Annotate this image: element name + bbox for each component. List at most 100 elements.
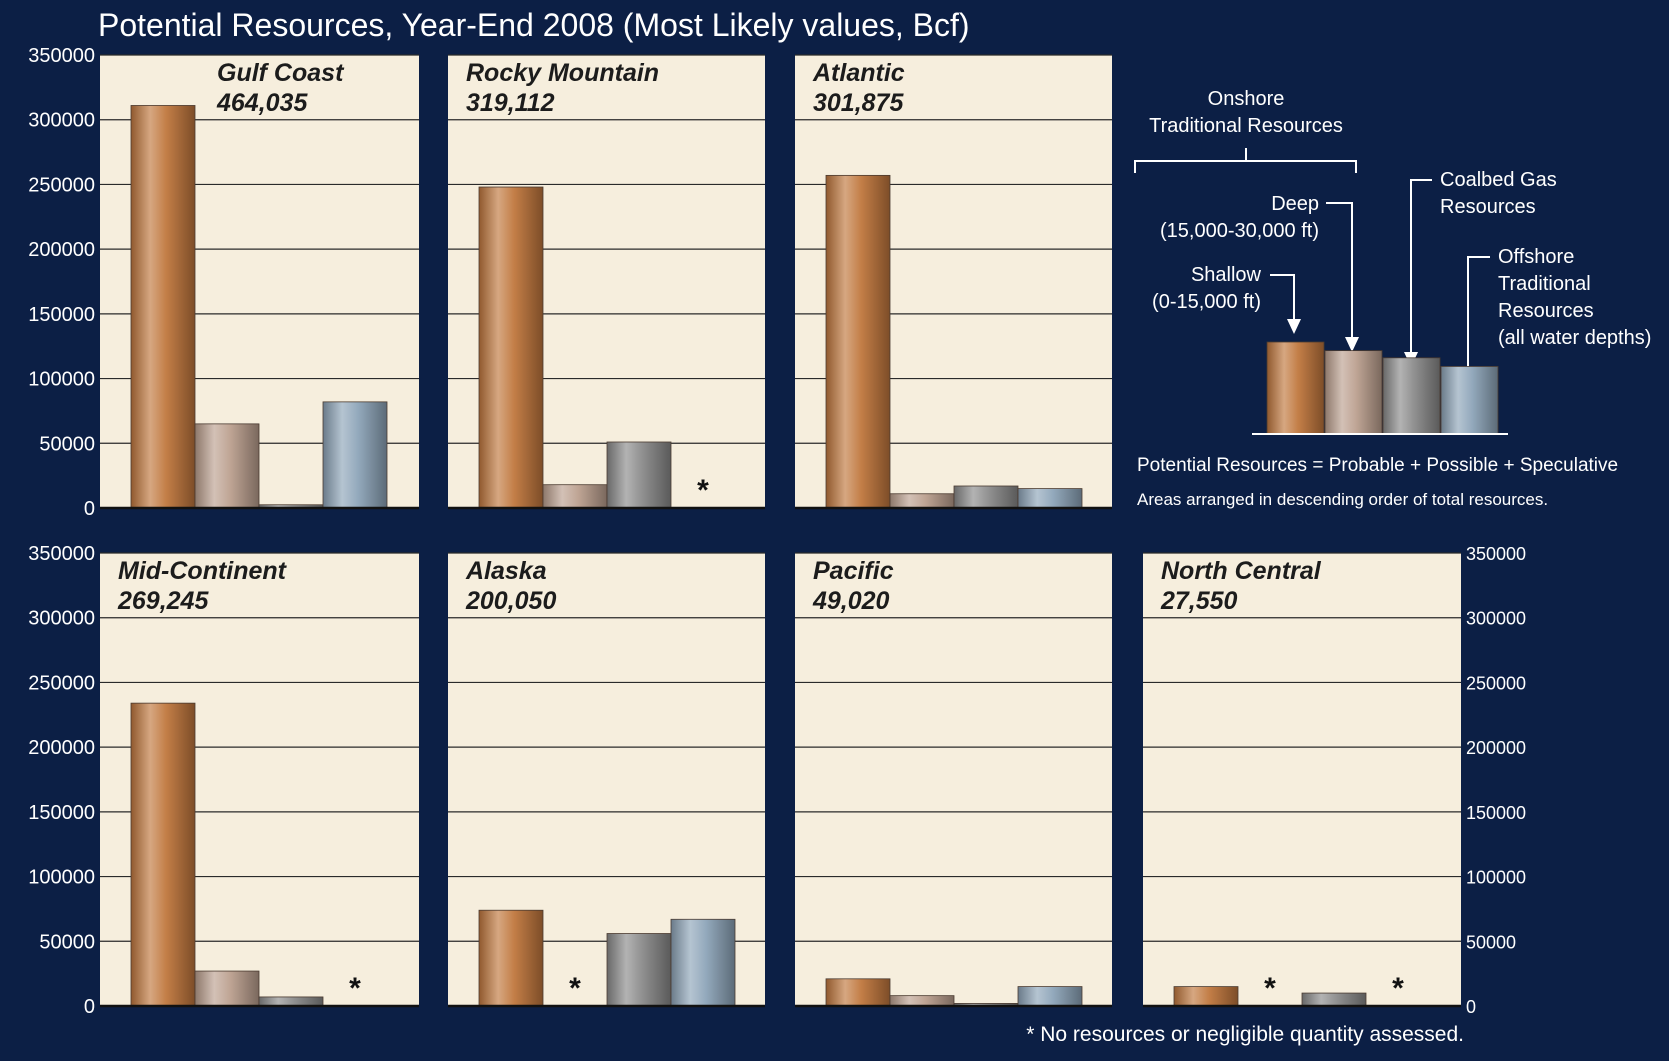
bar-pacific-shallow [825,978,891,1007]
panel-background [795,553,1112,1006]
no-resource-asterisk: * [349,972,361,1005]
y-tick-label: 50000 [1466,932,1516,952]
legend-bar-deep [1324,350,1383,435]
legend-deep-arrowhead [1345,337,1359,352]
y-tick-label: 150000 [28,304,95,326]
chart-title: Potential Resources, Year-End 2008 (Most… [98,7,970,43]
panel-title: Rocky Mountain [466,59,659,87]
y-tick-label: 300000 [28,110,95,132]
legend-deep-line2: (15,000-30,000 ft) [1160,220,1319,242]
y-tick-label: 250000 [28,672,95,694]
y-tick-label: 250000 [1466,673,1526,693]
y-tick-label: 150000 [28,802,95,824]
panel-title: Atlantic [812,59,905,87]
bar-gulf-coast-shallow [130,105,196,509]
no-resource-asterisk: * [697,474,709,507]
footnote: * No resources or negligible quantity as… [1026,1023,1464,1046]
legend-coalbed-arrow-line [1410,179,1432,355]
legend-shallow-arrow-line [1270,274,1295,322]
bar-rocky-mountain-shallow [478,186,544,509]
bar-atlantic-offshore [1017,488,1083,509]
panel-total: 319,112 [466,89,555,117]
panel-background [1143,553,1461,1006]
y-tick-label: 300000 [1466,609,1526,629]
y-tick-label: 200000 [28,239,95,261]
legend-note: Areas arranged in descending order of to… [1137,490,1548,509]
bar-alaska-coalbed [606,933,672,1007]
panel-total: 464,035 [216,89,308,117]
y-tick-label: 350000 [28,543,95,565]
bar-rocky-mountain-coalbed [606,441,672,509]
y-tick-label: 100000 [1466,868,1526,888]
bar-gulf-coast-deep [194,423,260,509]
bar-mid-continent-coalbed [258,996,324,1007]
legend-equation: Potential Resources = Probable + Possibl… [1137,455,1618,476]
bar-atlantic-coalbed [953,485,1019,509]
y-tick-label: 50000 [39,433,95,455]
legend-coalbed-line2: Resources [1440,196,1536,218]
legend: Onshore Traditional Resources Deep (15,0… [1134,88,1651,509]
y-tick-label: 350000 [28,45,95,67]
no-resource-asterisk: * [1264,972,1276,1005]
y-tick-label: 0 [1466,997,1476,1017]
legend-onshore-line1: Onshore [1208,88,1285,110]
legend-deep-line1: Deep [1271,193,1319,215]
y-tick-label: 150000 [1466,803,1526,823]
legend-onshore-bracket [1134,148,1357,173]
bar-alaska-shallow [478,909,544,1007]
y-tick-label: 100000 [28,867,95,889]
legend-shallow-line1: Shallow [1191,264,1262,286]
bar-rocky-mountain-deep [542,484,608,509]
legend-coalbed-line1: Coalbed Gas [1440,169,1557,191]
legend-offshore-line3: Resources [1498,300,1594,322]
legend-onshore-line2: Traditional Resources [1149,115,1343,137]
panel-title: Alaska [465,557,547,585]
bar-alaska-offshore [670,918,736,1007]
panel-title: Gulf Coast [217,59,345,87]
legend-bar-coalbed [1382,357,1441,435]
bar-atlantic-deep [889,493,955,509]
panel-title: North Central [1161,557,1322,585]
y-tick-label: 0 [84,996,95,1018]
bar-mid-continent-deep [194,970,260,1007]
bar-mid-continent-shallow [130,702,196,1007]
no-resource-asterisk: * [1392,972,1404,1005]
y-tick-label: 0 [84,498,95,520]
y-tick-label: 200000 [1466,738,1526,758]
y-tick-label: 200000 [28,737,95,759]
panel-total: 27,550 [1160,587,1238,615]
panel-title: Mid-Continent [118,557,288,585]
legend-deep-arrow-line [1326,202,1353,340]
y-tick-label: 300000 [28,608,95,630]
legend-shallow-arrowhead [1287,319,1301,334]
y-tick-label: 100000 [28,369,95,391]
bar-pacific-deep [889,995,955,1007]
panel-total: 301,875 [813,89,904,117]
panel-title: Pacific [813,557,894,585]
bar-pacific-offshore [1017,986,1083,1007]
y-tick-label: 350000 [1466,544,1526,564]
bar-north-central-shallow [1173,986,1239,1007]
y-tick-label: 50000 [39,931,95,953]
panel-total: 49,020 [812,587,890,615]
panel-total: 269,245 [117,587,209,615]
legend-shallow-line2: (0-15,000 ft) [1152,291,1261,313]
legend-bar-shallow [1266,341,1325,435]
bar-atlantic-shallow [825,174,891,509]
legend-offshore-arrow-line [1467,256,1490,370]
y-tick-label: 250000 [28,174,95,196]
legend-bar-offshore [1440,366,1499,435]
legend-offshore-line4: (all water depths) [1498,327,1651,349]
bar-gulf-coast-offshore [322,401,388,509]
legend-offshore-line2: Traditional [1498,273,1591,295]
no-resource-asterisk: * [569,972,581,1005]
legend-offshore-line1: Offshore [1498,246,1574,268]
